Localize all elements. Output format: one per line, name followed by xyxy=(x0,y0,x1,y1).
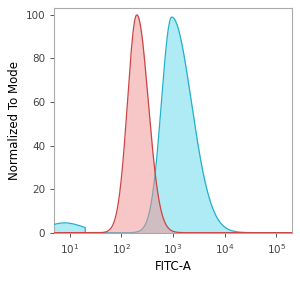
X-axis label: FITC-A: FITC-A xyxy=(154,260,191,273)
Y-axis label: Normalized To Mode: Normalized To Mode xyxy=(8,61,21,180)
